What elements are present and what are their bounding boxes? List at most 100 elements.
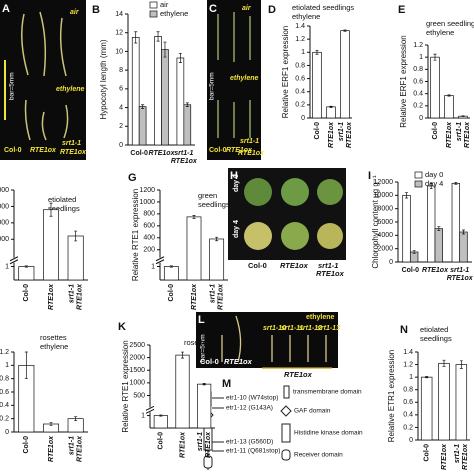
bar	[131, 37, 140, 146]
y-tick-label: 6000	[377, 219, 393, 226]
axis-break	[145, 408, 155, 414]
x-tick-label: RTE1ox	[149, 150, 176, 157]
photo-label: RTE1ox	[280, 261, 309, 270]
y-tick-label: 1	[409, 374, 413, 381]
error-bar	[185, 102, 189, 107]
bar	[455, 364, 468, 441]
bar	[153, 415, 168, 429]
y-tick-label: 0.4	[413, 91, 423, 98]
error-bar	[442, 359, 446, 367]
bar	[459, 231, 468, 263]
x-tick-label: RTE1ox	[48, 435, 55, 462]
error-bar	[461, 229, 465, 235]
y-tick-label: 0.8	[403, 387, 413, 394]
chart-title: seedlings	[420, 334, 452, 343]
error-bar	[459, 360, 463, 369]
seedlings-l	[221, 315, 327, 363]
error-bar	[141, 104, 145, 109]
bar	[176, 57, 185, 146]
x-tick-label: RTE1ox	[346, 121, 353, 148]
x-tick-label: Col-0	[424, 444, 431, 462]
error-bar	[49, 422, 53, 426]
y-tick-label: 10	[115, 48, 123, 55]
photo-label: bar=5mm	[200, 334, 207, 362]
x-tick-label: RTE1ox	[191, 283, 198, 310]
chart-title: etiolated seedlings	[292, 3, 354, 12]
y-tick-label: 0	[409, 437, 413, 444]
y-tick-label: 2000	[377, 246, 393, 253]
axis-break	[9, 259, 19, 265]
y-tick-label: 1	[141, 412, 145, 419]
panel-letter: G	[128, 172, 137, 184]
photo-label: RTE1ox	[238, 150, 265, 157]
photo-label: ethylene	[306, 314, 335, 321]
panel-letter: I	[368, 170, 371, 182]
axis-break	[145, 405, 155, 411]
y-tick-label: 0.2	[295, 102, 305, 109]
x-tick-label: srt1-1	[210, 284, 217, 303]
y-axis-label: Relative RTE1 expression	[121, 340, 130, 432]
x-tick-label: RTE1ox	[446, 121, 453, 148]
error-bar	[429, 182, 433, 190]
y-tick-label: 1	[5, 263, 9, 270]
y-axis-label: Relative RTE1 expression	[131, 189, 140, 281]
bar	[326, 106, 336, 119]
bar	[186, 216, 202, 281]
mutation-label: etr1-11 (Q681stop)	[226, 448, 280, 455]
mutation-label: etr1-13 (G560D)	[226, 439, 273, 446]
photo-label: RTE1ox	[224, 357, 253, 366]
photo-label: air	[70, 9, 80, 16]
bar	[67, 235, 84, 281]
photo-label: bar=5mm	[9, 72, 16, 100]
y-tick-label: 14	[115, 11, 123, 18]
chart-title: etiolated	[48, 195, 76, 204]
y-tick-label: 0.2	[403, 424, 413, 431]
x-tick-label: RTE1ox	[464, 121, 471, 148]
chart-title: ethylene	[426, 28, 454, 37]
y-tick-label: 6	[119, 86, 123, 93]
error-bar	[159, 414, 163, 417]
y-tick-label: 0.6	[403, 399, 413, 406]
legend-swatch	[149, 10, 158, 18]
chart-title: rosettes	[40, 333, 67, 342]
photo-label: RTE1ox	[226, 147, 253, 154]
photo-label: Col-0	[4, 147, 22, 154]
chart-title: seedlings	[48, 204, 80, 213]
legend-swatch	[414, 171, 423, 179]
y-tick-label: 0.2	[0, 416, 9, 423]
x-tick-label: RTE1ox	[205, 431, 212, 458]
y-tick-label: 1000	[139, 199, 155, 206]
bar	[175, 354, 190, 429]
y-tick-label: 0	[389, 259, 393, 266]
panel-letter: L	[198, 314, 205, 326]
y-tick-label: 0.4	[403, 412, 413, 419]
y-tick-label: 0	[119, 142, 123, 149]
bar	[427, 185, 436, 263]
y-tick-label: 0.4	[0, 402, 9, 409]
bar	[430, 56, 440, 119]
y-tick-label: 1	[419, 54, 423, 61]
x-tick-label: Col-0	[402, 267, 420, 274]
error-bar	[134, 31, 138, 44]
y-axis-label: Chlorophyll content µg g⁻¹	[371, 175, 380, 269]
bar	[434, 228, 443, 263]
panel-letter: C	[209, 3, 217, 15]
x-tick-label: RTE1ox	[77, 283, 84, 310]
y-tick-label: 1.2	[413, 42, 423, 49]
x-tick-label: Col-0	[314, 122, 321, 140]
y-tick-label: 10000	[374, 192, 394, 199]
y-tick-label: 2000	[129, 354, 145, 361]
error-bar	[163, 41, 167, 58]
bar	[138, 106, 147, 146]
y-tick-label: 800	[143, 211, 155, 218]
y-tick-label: 7000	[0, 236, 9, 243]
y-tick-label: 8000	[377, 206, 393, 213]
x-tick-label: srt1-1	[456, 122, 463, 141]
legend-label: day 4	[425, 179, 443, 188]
y-tick-label: 0.6	[413, 78, 423, 85]
error-bar	[74, 230, 78, 242]
axis-break	[155, 259, 165, 265]
legend-swatch	[149, 1, 158, 9]
x-tick-label: RTE1ox	[77, 435, 84, 462]
